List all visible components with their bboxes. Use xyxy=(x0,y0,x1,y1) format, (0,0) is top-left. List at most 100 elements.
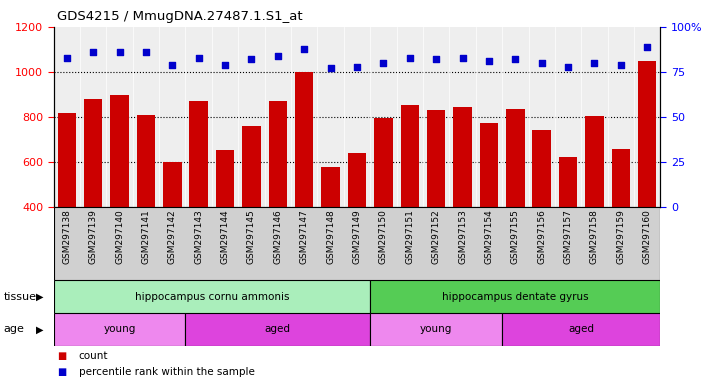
Point xyxy=(193,55,204,61)
Bar xyxy=(476,207,502,280)
Bar xyxy=(638,61,656,207)
Text: GSM297151: GSM297151 xyxy=(406,210,414,265)
Text: GSM297154: GSM297154 xyxy=(484,210,493,264)
Text: GSM297155: GSM297155 xyxy=(511,210,520,265)
Bar xyxy=(427,110,446,207)
Text: ▶: ▶ xyxy=(36,324,44,334)
Point xyxy=(298,45,310,51)
Point xyxy=(589,60,600,66)
Bar xyxy=(585,116,604,207)
Bar xyxy=(133,207,159,280)
Point xyxy=(272,53,283,59)
Point xyxy=(615,62,627,68)
Bar xyxy=(110,94,129,207)
Bar xyxy=(506,109,525,207)
Text: GSM297144: GSM297144 xyxy=(221,210,230,264)
Bar xyxy=(189,101,208,207)
Bar xyxy=(555,207,581,280)
Bar xyxy=(159,207,186,280)
Text: GSM297140: GSM297140 xyxy=(115,210,124,264)
Text: age: age xyxy=(4,324,24,334)
Bar xyxy=(423,207,449,280)
Text: ■: ■ xyxy=(57,367,66,377)
Text: hippocampus cornu ammonis: hippocampus cornu ammonis xyxy=(135,291,289,302)
Bar xyxy=(84,99,102,207)
Text: hippocampus dentate gyrus: hippocampus dentate gyrus xyxy=(442,291,588,302)
Text: percentile rank within the sample: percentile rank within the sample xyxy=(79,367,254,377)
Bar xyxy=(268,101,287,207)
Point xyxy=(166,62,178,68)
Point xyxy=(378,60,389,66)
Bar xyxy=(528,207,555,280)
Bar xyxy=(533,129,551,207)
Bar xyxy=(216,150,234,207)
Bar xyxy=(58,113,76,207)
Bar xyxy=(634,207,660,280)
Bar xyxy=(242,126,261,207)
Point xyxy=(114,49,125,55)
Bar xyxy=(612,149,630,207)
Text: GSM297148: GSM297148 xyxy=(326,210,335,264)
Text: tissue: tissue xyxy=(4,291,36,302)
Bar xyxy=(396,207,423,280)
Text: GDS4215 / MmugDNA.27487.1.S1_at: GDS4215 / MmugDNA.27487.1.S1_at xyxy=(57,10,303,23)
Text: GSM297159: GSM297159 xyxy=(616,210,625,265)
Point xyxy=(510,56,521,63)
Point xyxy=(457,55,468,61)
Point xyxy=(325,65,336,71)
Point xyxy=(642,44,653,50)
Point xyxy=(431,56,442,63)
Text: GSM297146: GSM297146 xyxy=(273,210,282,264)
Bar xyxy=(581,207,608,280)
Point xyxy=(536,60,548,66)
Bar xyxy=(80,207,106,280)
Point xyxy=(246,56,257,63)
Bar xyxy=(370,207,396,280)
Text: GSM297138: GSM297138 xyxy=(62,210,71,265)
Bar xyxy=(321,167,340,207)
Text: GSM297158: GSM297158 xyxy=(590,210,599,265)
Bar xyxy=(265,207,291,280)
Bar xyxy=(559,157,578,207)
Point xyxy=(87,49,99,55)
Text: GSM297143: GSM297143 xyxy=(194,210,203,264)
Bar xyxy=(291,207,318,280)
Bar xyxy=(453,107,472,207)
Bar xyxy=(449,207,476,280)
Bar xyxy=(106,207,133,280)
Text: GSM297150: GSM297150 xyxy=(379,210,388,265)
Point xyxy=(219,62,231,68)
Text: count: count xyxy=(79,351,108,361)
Text: GSM297142: GSM297142 xyxy=(168,210,177,264)
Bar xyxy=(186,207,212,280)
Point xyxy=(61,55,72,61)
Point xyxy=(404,55,416,61)
Bar xyxy=(318,207,344,280)
Bar xyxy=(54,280,370,313)
Point xyxy=(140,49,151,55)
Bar xyxy=(370,280,660,313)
Text: GSM297145: GSM297145 xyxy=(247,210,256,264)
Bar xyxy=(370,313,502,346)
Text: ■: ■ xyxy=(57,351,66,361)
Text: GSM297139: GSM297139 xyxy=(89,210,98,265)
Text: GSM297152: GSM297152 xyxy=(432,210,441,264)
Bar xyxy=(480,123,498,207)
Text: GSM297149: GSM297149 xyxy=(353,210,361,264)
Point xyxy=(483,58,495,64)
Text: GSM297157: GSM297157 xyxy=(563,210,573,265)
Bar xyxy=(344,207,370,280)
Bar xyxy=(212,207,238,280)
Text: aged: aged xyxy=(265,324,291,334)
Text: GSM297153: GSM297153 xyxy=(458,210,467,265)
Bar xyxy=(54,207,80,280)
Bar xyxy=(374,118,393,207)
Bar xyxy=(295,72,313,207)
Bar xyxy=(502,313,660,346)
Bar xyxy=(608,207,634,280)
Bar xyxy=(136,115,155,207)
Point xyxy=(351,63,363,70)
Bar xyxy=(54,313,186,346)
Text: young: young xyxy=(420,324,453,334)
Point xyxy=(563,63,574,70)
